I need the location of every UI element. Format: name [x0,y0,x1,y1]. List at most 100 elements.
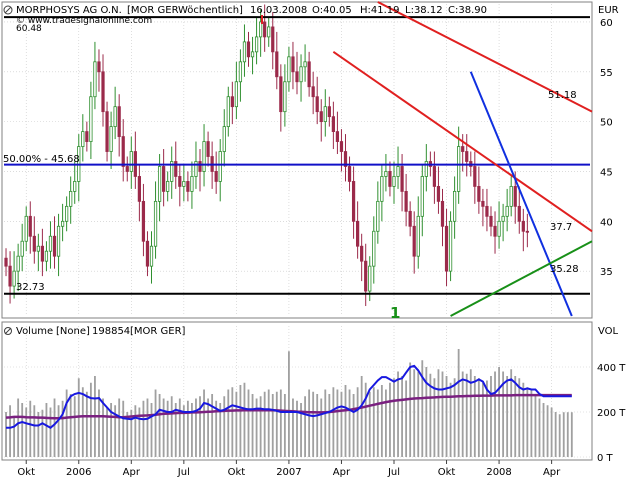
volume-bar [69,394,72,457]
candle-body [271,26,275,53]
volume-bar [21,403,24,457]
volume-bar [118,398,121,457]
volume-bar [53,398,56,457]
candle-body [137,176,141,202]
volume-bar [9,405,11,457]
volume-tool-icon[interactable] [4,327,12,335]
candle-body [283,81,287,113]
volume-bar [122,400,125,457]
price-tick-label: 35 [600,267,613,278]
candle-body [129,151,133,172]
volume-bar [5,412,7,457]
candle-body [162,166,166,192]
candle-body [93,61,97,98]
candle-body [4,257,8,267]
chart-exchange: [MOR GER [127,5,179,16]
volume-bar [562,412,565,457]
volume-bar [348,389,351,457]
volume-bar [65,389,68,457]
volume-bar [146,398,149,457]
candle-body [121,136,125,167]
volume-bar [158,394,161,457]
volume-bar [506,376,509,457]
volume-bar [110,403,113,457]
volume-bar [360,376,363,457]
volume-bar [409,362,412,457]
volume-bar [477,378,480,457]
volume-bar [433,378,436,457]
candle-body [85,131,89,142]
volume-bar [300,403,302,457]
volume-bar [275,391,278,457]
candle-body [444,225,449,272]
volume-bar [247,389,250,457]
candle-body [360,245,364,262]
candle-body [113,106,117,128]
volume-bar [332,387,335,457]
volume-bar [465,373,468,457]
candle-body [218,151,222,182]
candle-body [364,260,368,292]
price-tick-label: 45 [600,167,613,178]
volume-bar [195,398,197,457]
candle-body [178,176,182,187]
tool-icon[interactable] [3,5,13,15]
candle-body [412,225,416,257]
candle-body [8,265,12,287]
candle-body [497,220,501,237]
candle-body [372,230,376,267]
volume-bar [304,396,306,457]
candle-body [198,161,202,172]
volume-bar [73,396,76,457]
trendline [469,71,573,317]
volume-bar [296,400,298,457]
volume-bar [267,389,270,457]
candle-body [489,215,493,227]
x-tick-label: Okt [228,467,246,478]
x-tick-label: Okt [17,467,35,478]
candle-body [125,166,129,172]
candle-body [174,161,178,177]
volume-bar [235,391,238,457]
candle-body [105,111,109,152]
candle-body [327,106,331,118]
axis-layer: 35 40 45 50 55 60 Okt 2006 Apr Jul Okt 2007 Apr Jul Ok… [17,18,626,478]
candle-body [259,21,263,38]
candle-body [525,230,529,233]
candle-body [343,151,348,167]
volume-bar [126,412,129,457]
volume-bar [502,371,505,457]
candle-body [97,61,101,73]
candle-body [214,171,218,182]
volume-bar [199,396,201,457]
volume-bar [405,380,408,457]
candle-body [485,205,489,217]
volume-layer [5,349,573,457]
volume-bar [231,387,234,457]
volume-bar [554,412,557,457]
candle-body [153,200,158,247]
candle-body [408,210,412,227]
support-label: 32.73 [16,282,45,293]
volume-bar [364,382,367,457]
volume-bar [542,403,545,457]
volume-bar [498,367,500,457]
volume-bar [215,400,218,457]
volume-bar [279,389,282,457]
volume-bar [469,369,472,457]
volume-bar [522,382,525,457]
volume-tick-label: 0 T [597,453,614,464]
volume-bar [162,398,165,457]
x-tick-label: 2006 [66,467,91,478]
volume-bar [429,373,432,457]
candle-body [323,106,327,123]
volume-bar [106,407,108,457]
volume-title: Volume [16,326,53,337]
candle-body [170,161,174,182]
candle-body [36,245,40,252]
candle-body [384,171,388,177]
volume-bar [255,398,258,457]
candle-body [60,220,65,227]
volume-bar [114,405,117,457]
